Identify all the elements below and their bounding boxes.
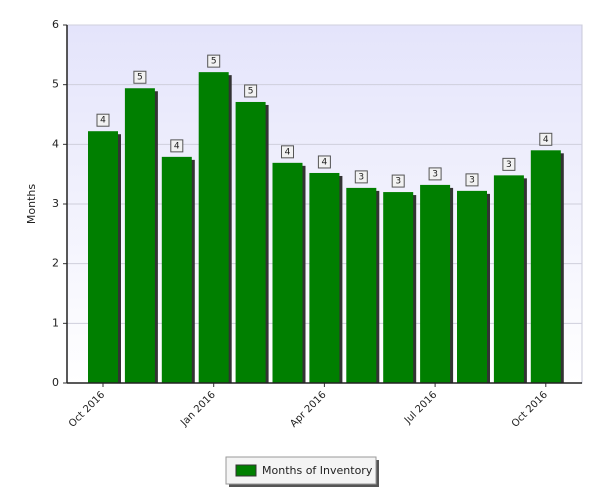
y-tick-label: 6 — [52, 18, 59, 31]
value-label-box — [133, 70, 147, 84]
bar — [198, 72, 229, 384]
value-label: 3 — [358, 172, 364, 182]
value-label: 5 — [248, 86, 254, 96]
value-label: 4 — [543, 135, 549, 145]
bar — [272, 162, 303, 383]
y-tick-label: 2 — [52, 257, 59, 270]
legend-label: Months of Inventory — [262, 464, 373, 477]
bar — [530, 150, 561, 383]
bar — [161, 156, 192, 383]
bar — [124, 88, 155, 383]
value-label: 3 — [469, 175, 475, 185]
value-label-box — [317, 155, 331, 169]
legend-swatch — [235, 464, 257, 477]
bar — [383, 192, 414, 383]
value-label-box — [354, 170, 368, 184]
value-label: 5 — [211, 57, 217, 67]
value-label-box — [170, 139, 184, 153]
y-tick-label: 1 — [52, 316, 59, 329]
x-tick-label: Jul 2016 — [402, 389, 439, 426]
y-tick-label: 4 — [52, 137, 59, 150]
value-label-box — [502, 157, 516, 171]
value-label-box — [207, 54, 221, 68]
y-tick-label: 3 — [52, 197, 59, 210]
bar — [235, 101, 266, 383]
y-tick-label: 0 — [52, 376, 59, 389]
bar — [88, 131, 118, 383]
value-label-box — [391, 174, 405, 188]
bar — [493, 175, 524, 383]
bar — [346, 187, 377, 383]
y-axis-label: Months — [25, 184, 38, 224]
value-label: 4 — [174, 141, 180, 151]
value-label: 4 — [100, 116, 106, 126]
value-label-box — [465, 173, 479, 187]
value-label: 5 — [137, 73, 143, 83]
x-tick-label: Apr 2016 — [288, 389, 328, 429]
x-tick-label: Jan 2016 — [178, 389, 218, 429]
value-label-box — [244, 84, 258, 98]
y-tick-label: 5 — [52, 78, 59, 91]
x-tick-label: Oct 2016 — [67, 389, 107, 429]
value-label-box — [96, 113, 110, 127]
value-label-box — [428, 167, 442, 181]
value-label: 4 — [322, 157, 328, 167]
value-label: 4 — [285, 147, 291, 157]
bar — [420, 184, 451, 383]
x-tick-label: Oct 2016 — [510, 389, 550, 429]
bar — [457, 190, 487, 383]
value-label: 3 — [432, 169, 438, 179]
bar — [309, 172, 340, 383]
value-label-box — [539, 132, 553, 146]
value-label: 3 — [506, 160, 512, 170]
legend: Months of Inventory — [225, 456, 379, 487]
value-label-box — [281, 145, 294, 159]
value-label: 3 — [395, 177, 401, 187]
